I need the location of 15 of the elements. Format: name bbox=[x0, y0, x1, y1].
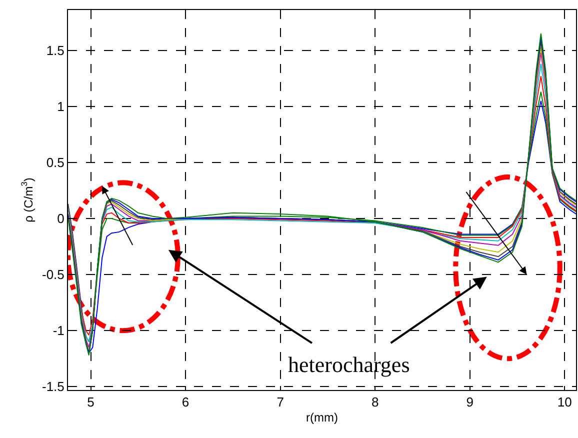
x-tick-label: 9 bbox=[466, 394, 474, 410]
y-tick-label: -1 bbox=[52, 323, 64, 338]
y-tick-label: 1.5 bbox=[46, 42, 64, 58]
y-tick-label: -0.5 bbox=[42, 267, 64, 282]
annotation: heterocharges bbox=[288, 352, 410, 377]
x-tick-label: 10 bbox=[557, 394, 572, 410]
x-axis-title: r(mm) bbox=[306, 410, 338, 424]
x-tick-label: 5 bbox=[87, 394, 94, 410]
x-tick-label: 8 bbox=[371, 394, 379, 410]
y-tick-label: 0 bbox=[57, 211, 64, 226]
y-tick-label: 1 bbox=[57, 98, 64, 114]
y-tick-label: -1.5 bbox=[42, 379, 64, 394]
x-tick-label: 6 bbox=[182, 394, 190, 410]
y-tick-label: 0.5 bbox=[46, 155, 64, 170]
x-tick-label: 7 bbox=[276, 394, 284, 410]
